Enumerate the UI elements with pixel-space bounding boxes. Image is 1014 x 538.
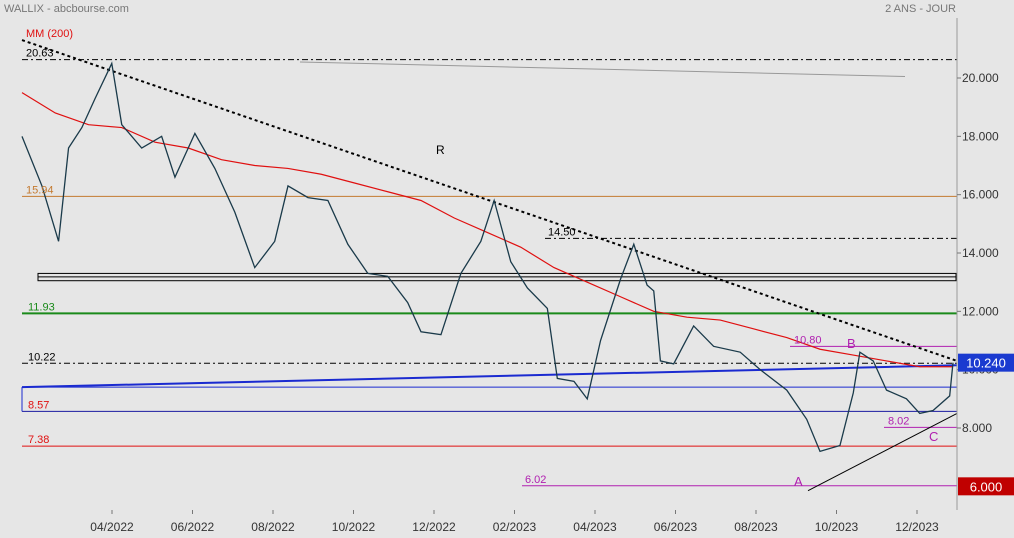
x-tick-label: 12/2023: [895, 520, 939, 534]
mm200-legend: MM (200): [26, 28, 73, 40]
price-badge-label: 6.000: [970, 479, 1003, 494]
level-label-8-57: 8.57: [28, 399, 49, 411]
level-label-15-94: 15.94: [26, 184, 54, 196]
level-label-14-50: 14.50: [548, 226, 576, 238]
x-tick-label: 04/2023: [573, 520, 617, 534]
y-tick-label: 16.000: [962, 188, 999, 202]
y-tick-label: 14.000: [962, 246, 999, 260]
x-tick-label: 08/2023: [734, 520, 778, 534]
level-label-10-22: 10.22: [28, 351, 56, 363]
y-tick-label: 20.000: [962, 71, 999, 85]
price-badge: [958, 477, 1014, 496]
x-tick-label: 08/2022: [251, 520, 295, 534]
level-label-8-02: 8.02: [888, 415, 909, 427]
chart-source-label: WALLIX - abcbourse.com: [4, 3, 129, 15]
y-tick-label: 12.000: [962, 304, 999, 318]
x-tick-label: 04/2022: [90, 520, 134, 534]
rising-support-line: [807, 412, 958, 492]
x-tick-label: 12/2022: [412, 520, 456, 534]
level-label-10-80: 10.80: [794, 334, 822, 346]
label-a: A: [794, 474, 803, 489]
label-r: R: [436, 143, 445, 157]
x-tick-label: 10/2023: [815, 520, 859, 534]
level-label-20-63: 20.63: [26, 48, 54, 60]
x-tick-label: 06/2023: [654, 520, 698, 534]
level-label-11-93: 11.93: [28, 301, 55, 313]
x-tick-label: 10/2022: [332, 520, 376, 534]
label-c: C: [929, 429, 938, 444]
mm200-line: [21, 92, 953, 368]
x-tick-label: 02/2023: [493, 520, 537, 534]
grey-trendline: [299, 61, 906, 78]
dotted-downtrend: [21, 39, 958, 362]
chart-period-label: 2 ANS - JOUR: [885, 3, 956, 15]
price-line: [21, 61, 954, 453]
label-b: B: [847, 336, 856, 351]
price-badge: [958, 353, 1014, 372]
x-tick-label: 06/2022: [171, 520, 215, 534]
y-tick-label: 18.000: [962, 129, 999, 143]
y-tick-label: 8.000: [962, 421, 992, 435]
level-label-6-02: 6.02: [525, 474, 546, 486]
level-label-7-38: 7.38: [28, 434, 49, 446]
blue-trendline: [21, 364, 958, 389]
price-badge-label: 10.240: [966, 356, 1006, 371]
